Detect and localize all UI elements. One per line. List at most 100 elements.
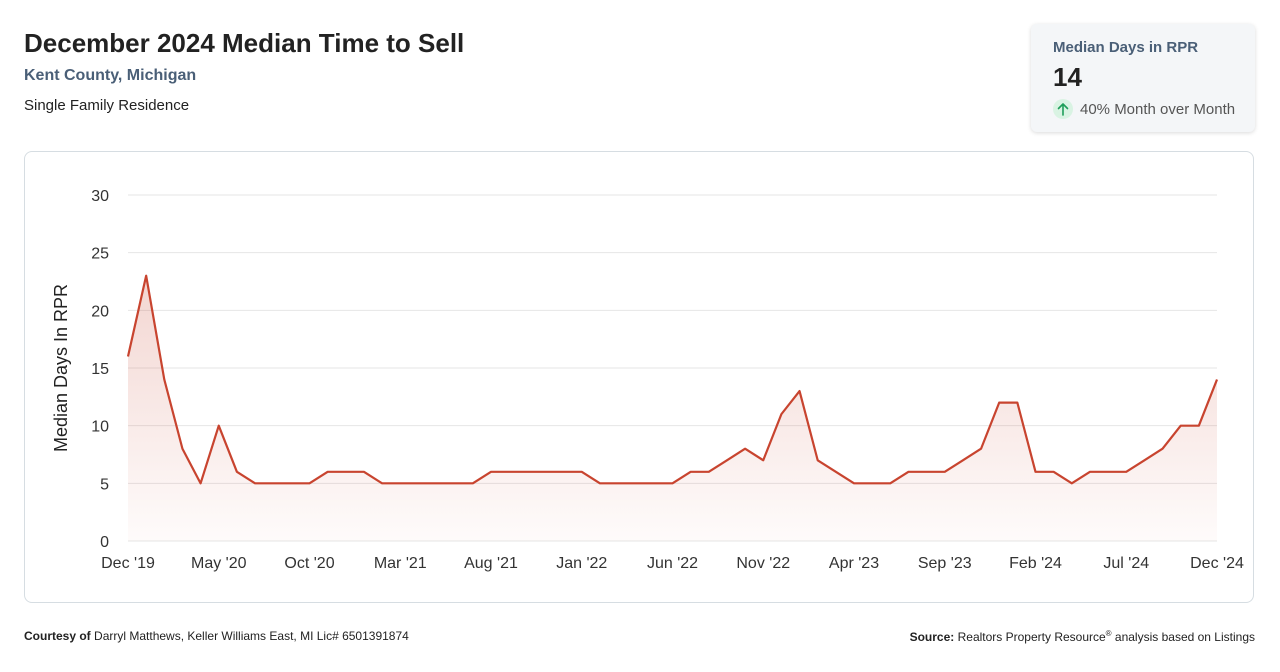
data-point[interactable] [1069,480,1075,486]
data-point[interactable] [742,446,748,452]
x-tick-label: Dec '24 [1190,555,1244,572]
data-point[interactable] [851,480,857,486]
data-point[interactable] [615,480,621,486]
source-footer: Source: Realtors Property Resource® anal… [910,629,1255,644]
data-point[interactable] [542,469,548,475]
data-point[interactable] [651,480,657,486]
data-point[interactable] [325,469,331,475]
data-point[interactable] [797,388,803,394]
series-line [126,274,1219,485]
data-point[interactable] [579,469,585,475]
x-tick-label: Apr '23 [829,555,879,572]
courtesy-text: Darryl Matthews, Keller Williams East, M… [94,629,409,643]
data-point[interactable] [179,446,185,452]
data-point[interactable] [1087,469,1093,475]
data-point[interactable] [670,480,676,486]
data-point[interactable] [270,480,276,486]
chart-card: 0 5 10 15 20 25 30 Median Days In RPR Dec '19 May… [24,151,1254,603]
data-point[interactable] [1214,377,1220,383]
data-point[interactable] [1105,469,1111,475]
data-point[interactable] [343,469,349,475]
data-point[interactable] [1196,423,1202,429]
data-point[interactable] [905,469,911,475]
x-tick-label: Jun '22 [647,555,698,572]
data-point[interactable] [960,457,966,463]
x-tick-label: Feb '24 [1009,555,1062,572]
x-tick-label: Sep '23 [918,555,972,572]
data-point[interactable] [397,480,403,486]
data-point[interactable] [488,469,494,475]
data-point[interactable] [1178,423,1184,429]
data-point[interactable] [143,273,149,279]
x-tick-label: Dec '19 [101,555,155,572]
data-point[interactable] [815,457,821,463]
kpi-label: Median Days in RPR [1053,39,1199,56]
data-point[interactable] [161,377,167,383]
source-label: Source: [909,630,955,644]
x-tick-label: Nov '22 [736,555,790,572]
registered-mark: ® [1105,629,1112,638]
data-point[interactable] [1051,469,1057,475]
data-point[interactable] [252,480,258,486]
arrow-up-icon [1053,99,1073,119]
data-point[interactable] [1160,446,1166,452]
data-point[interactable] [307,480,313,486]
source-text-tail: analysis based on Listings [1111,630,1255,644]
kpi-value: 14 [1053,62,1082,92]
data-point[interactable] [561,469,567,475]
data-point[interactable] [924,469,930,475]
data-point[interactable] [942,469,948,475]
y-axis-title: Median Days In RPR [51,284,71,452]
series-area [128,275,1217,541]
data-point[interactable] [216,423,222,429]
kpi-card: Median Days in RPR 14 40% Month over Mon… [1031,24,1255,132]
data-point[interactable] [434,480,440,486]
data-point[interactable] [633,480,639,486]
data-point[interactable] [470,480,476,486]
data-point[interactable] [978,446,984,452]
y-tick-label: 20 [91,303,109,320]
data-point[interactable] [415,480,421,486]
data-point[interactable] [452,480,458,486]
data-point[interactable] [198,480,204,486]
x-tick-label: Jan '22 [556,555,607,572]
y-tick-label: 15 [91,361,109,378]
data-point[interactable] [379,480,385,486]
x-tick-label: Oct '20 [284,555,334,572]
kpi-change-text: 40% Month over Month [1080,100,1236,118]
data-point[interactable] [760,457,766,463]
data-point[interactable] [597,480,603,486]
kpi-change: 40% Month over Month [1053,99,1235,119]
data-point[interactable] [361,469,367,475]
source-text: Realtors Property Resource [957,630,1106,644]
y-tick-label: 10 [91,419,109,436]
data-point[interactable] [996,400,1002,406]
data-point[interactable] [778,411,784,417]
x-tick-label: Mar '21 [374,555,427,572]
data-point[interactable] [887,480,893,486]
data-point[interactable] [234,469,240,475]
data-point[interactable] [1141,457,1147,463]
page-title: December 2024 Median Time to Sell [24,28,465,58]
x-tick-label: May '20 [191,555,247,572]
courtesy-footer: Courtesy of Darryl Matthews, Keller Will… [24,629,409,643]
y-tick-label: 25 [91,246,109,263]
data-point[interactable] [1123,469,1129,475]
location-subtitle: Kent County, Michigan [24,67,197,84]
x-tick-label: Jul '24 [1103,555,1149,572]
courtesy-label: Courtesy of [24,629,91,643]
x-tick-label: Aug '21 [464,555,518,572]
data-point[interactable] [125,353,131,359]
data-point[interactable] [706,469,712,475]
data-point[interactable] [688,469,694,475]
data-point[interactable] [1014,400,1020,406]
y-tick-label: 5 [100,476,109,493]
data-point[interactable] [506,469,512,475]
data-point[interactable] [724,457,730,463]
data-point[interactable] [869,480,875,486]
data-point[interactable] [1033,469,1039,475]
y-tick-label: 30 [91,188,109,205]
data-point[interactable] [524,469,530,475]
data-point[interactable] [288,480,294,486]
data-point[interactable] [833,469,839,475]
